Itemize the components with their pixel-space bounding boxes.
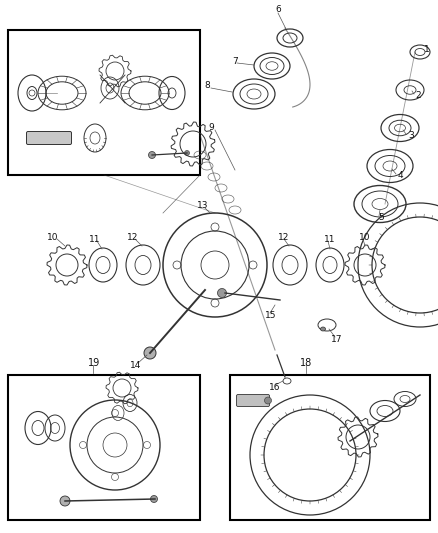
Text: 13: 13 — [197, 200, 208, 209]
Text: 16: 16 — [269, 383, 280, 392]
Text: 7: 7 — [232, 56, 238, 66]
Text: 15: 15 — [265, 311, 276, 320]
Text: 12: 12 — [127, 232, 138, 241]
Text: 6: 6 — [275, 5, 281, 14]
Ellipse shape — [144, 347, 156, 359]
Text: 18: 18 — [300, 358, 312, 368]
Ellipse shape — [321, 327, 325, 331]
Text: 1: 1 — [424, 44, 430, 53]
Ellipse shape — [184, 150, 190, 156]
Text: 5: 5 — [378, 214, 384, 222]
Text: 19: 19 — [88, 358, 100, 368]
FancyBboxPatch shape — [237, 394, 269, 407]
Text: 8: 8 — [204, 82, 210, 91]
Ellipse shape — [151, 496, 158, 503]
Ellipse shape — [148, 151, 155, 158]
Text: 14: 14 — [130, 360, 141, 369]
Text: 3: 3 — [408, 132, 414, 141]
Bar — [230, 375, 430, 520]
Bar — [8, 30, 200, 175]
FancyBboxPatch shape — [27, 132, 71, 144]
Text: 4: 4 — [398, 172, 404, 181]
Bar — [8, 375, 200, 520]
Ellipse shape — [218, 288, 226, 297]
Ellipse shape — [265, 397, 272, 404]
Text: 17: 17 — [331, 335, 343, 343]
Text: 12: 12 — [278, 232, 290, 241]
Text: 10: 10 — [359, 232, 371, 241]
Text: 11: 11 — [89, 235, 100, 244]
Text: 2: 2 — [415, 92, 420, 101]
Text: 11: 11 — [324, 235, 336, 244]
Ellipse shape — [60, 496, 70, 506]
Text: 9: 9 — [208, 124, 214, 133]
Text: 10: 10 — [47, 232, 59, 241]
